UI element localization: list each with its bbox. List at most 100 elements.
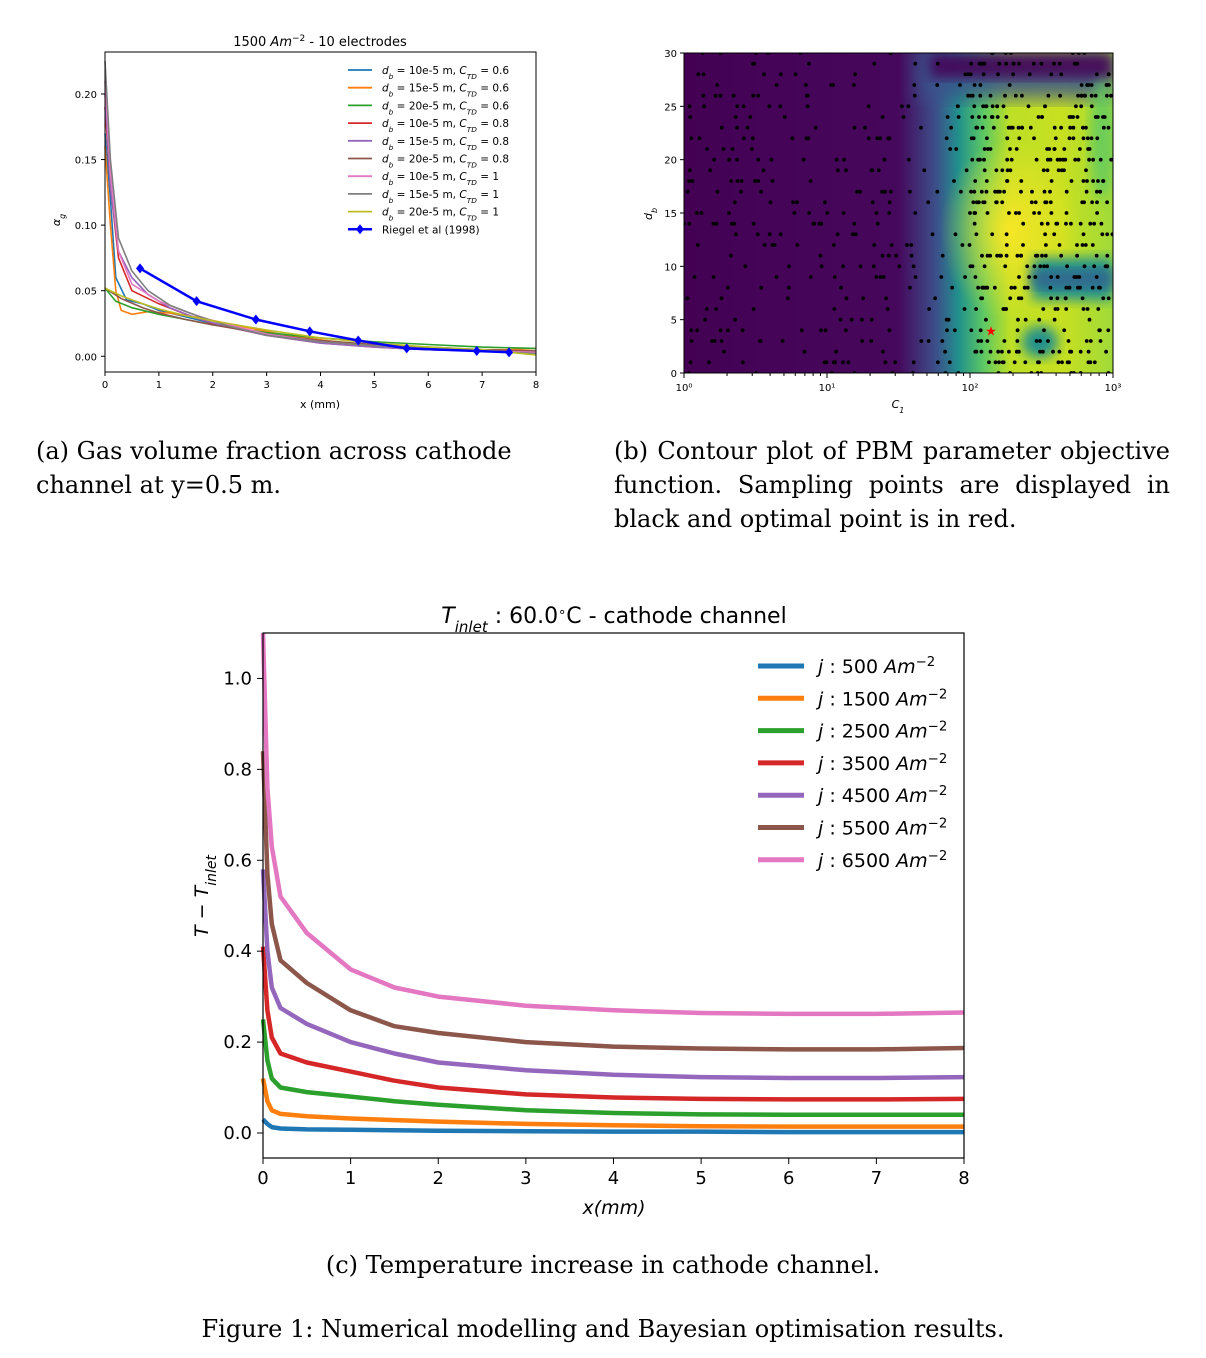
- y-tick-label: 20: [664, 156, 677, 167]
- sample-point: [793, 72, 798, 77]
- sample-point: [1058, 157, 1063, 162]
- sample-point: [733, 317, 738, 322]
- sample-point: [758, 339, 763, 343]
- sample-point: [909, 243, 914, 247]
- sample-point: [979, 349, 984, 354]
- sample-point: [1000, 360, 1005, 365]
- y-tick-label: 0.0: [223, 1123, 252, 1144]
- sample-point: [1110, 232, 1113, 237]
- sample-point: [808, 179, 813, 183]
- chart-c-ylabel: T − Tinlet: [191, 855, 220, 937]
- sample-point: [1015, 328, 1020, 333]
- sample-point: [1086, 349, 1091, 354]
- sample-point: [1107, 83, 1111, 87]
- sample-point: [1085, 307, 1090, 311]
- sample-point: [807, 61, 811, 66]
- sample-point: [874, 211, 879, 215]
- sample-point: [741, 104, 746, 109]
- sample-point: [1079, 93, 1084, 98]
- sample-point: [979, 189, 984, 194]
- sample-point: [1078, 349, 1083, 354]
- sample-point: [1082, 93, 1087, 98]
- sample-point: [695, 328, 699, 333]
- sample-point: [949, 125, 953, 130]
- sample-point: [1040, 253, 1044, 258]
- sample-point: [1034, 253, 1038, 258]
- sample-point: [969, 61, 974, 66]
- sample-point: [995, 115, 1000, 119]
- sample-point: [852, 125, 857, 130]
- series-line: [260, 751, 965, 1052]
- sample-point: [990, 115, 995, 119]
- sample-point: [866, 136, 871, 141]
- sample-point: [984, 179, 989, 183]
- sample-point: [1008, 296, 1013, 301]
- sample-point: [911, 264, 916, 269]
- sample-point: [1037, 317, 1042, 322]
- legend-label: db = 15e-5 m, CTD = 0.8: [382, 136, 509, 152]
- sample-point: [981, 104, 985, 109]
- sample-point: [1082, 200, 1086, 205]
- sample-point: [726, 328, 730, 333]
- sample-point: [1046, 339, 1050, 343]
- sample-point: [1056, 168, 1061, 173]
- sample-point: [853, 232, 858, 237]
- sample-point: [1019, 189, 1023, 194]
- sample-point: [849, 317, 854, 322]
- sample-point: [762, 243, 767, 247]
- sample-point: [1075, 253, 1079, 258]
- legend-label: db = 10e-5 m, CTD = 1: [382, 171, 499, 187]
- sample-point: [787, 264, 791, 269]
- sample-point: [870, 168, 875, 173]
- sample-point: [981, 72, 986, 77]
- sample-point: [762, 72, 766, 77]
- sample-point: [1084, 168, 1088, 173]
- sample-point: [1105, 200, 1109, 205]
- sample-point: [1089, 104, 1094, 109]
- sample-point: [969, 189, 973, 194]
- sample-point: [701, 72, 706, 77]
- sample-point: [880, 115, 885, 119]
- sample-point: [739, 179, 744, 183]
- sample-point: [756, 157, 761, 162]
- sample-point: [780, 339, 785, 343]
- data-point: [472, 346, 481, 357]
- sample-point: [707, 360, 711, 365]
- sample-point: [945, 328, 949, 333]
- sample-point: [994, 200, 999, 205]
- sample-point: [1057, 243, 1062, 247]
- sample-point: [881, 275, 886, 279]
- sample-point: [1015, 339, 1020, 343]
- sample-point: [1005, 168, 1010, 173]
- x-tick-label: 2: [433, 1168, 444, 1189]
- sample-point: [1088, 221, 1093, 226]
- sample-point: [715, 83, 720, 87]
- sample-point: [969, 328, 974, 333]
- y-tick-label: 10: [664, 262, 677, 273]
- sample-point: [782, 115, 787, 119]
- sample-point: [1085, 179, 1089, 183]
- sample-point: [1088, 339, 1093, 343]
- sample-point: [926, 200, 931, 205]
- sample-point: [968, 93, 973, 98]
- sample-point: [1055, 307, 1060, 311]
- sample-point: [739, 189, 743, 194]
- sample-point: [1100, 232, 1105, 237]
- sample-point: [968, 264, 973, 269]
- sample-point: [1057, 349, 1062, 354]
- sample-point: [912, 93, 917, 98]
- sample-point: [974, 349, 979, 354]
- sample-point: [1023, 317, 1028, 322]
- sample-point: [977, 115, 981, 119]
- data-point: [505, 347, 514, 358]
- y-tick-label: 0.6: [223, 850, 252, 871]
- sample-point: [1048, 285, 1053, 290]
- sample-point: [734, 232, 738, 237]
- sample-point: [1042, 189, 1047, 194]
- sample-point: [1064, 307, 1069, 311]
- sample-point: [985, 211, 990, 215]
- sample-point: [844, 296, 849, 301]
- sample-point: [875, 136, 880, 141]
- series-line: [139, 267, 510, 354]
- sample-point: [956, 115, 961, 119]
